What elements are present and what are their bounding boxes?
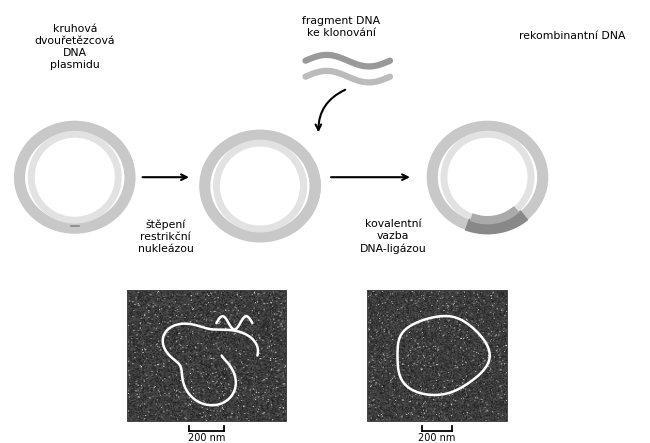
Text: rekombinantní DNA: rekombinantní DNA (519, 31, 625, 41)
Text: fragment DNA
ke klonování: fragment DNA ke klonování (302, 16, 380, 38)
Text: kruhová
dvouřetězcová
DNA
plasmidu: kruhová dvouřetězcová DNA plasmidu (34, 24, 115, 70)
Text: štěpení
restrikční
nukleázou: štěpení restrikční nukleázou (138, 219, 194, 254)
Bar (127, 290, 286, 421)
Text: kovalentní
vazba
DNA-ligázou: kovalentní vazba DNA-ligázou (360, 219, 426, 254)
Text: 200 nm: 200 nm (188, 433, 225, 443)
Bar (367, 290, 507, 421)
Text: 200 nm: 200 nm (419, 433, 456, 443)
